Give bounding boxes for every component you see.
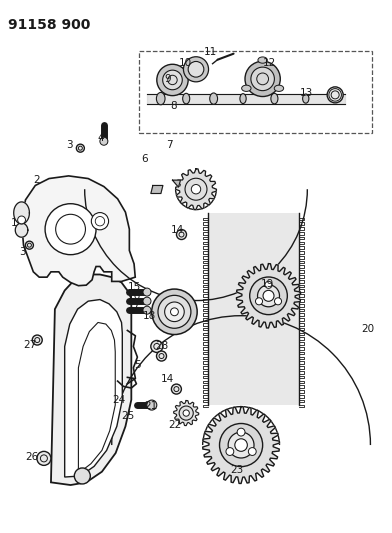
Text: 6: 6 [141,154,147,164]
Text: 1: 1 [11,218,17,228]
Circle shape [157,64,188,95]
Text: 11: 11 [204,47,218,57]
Circle shape [245,61,280,96]
Polygon shape [174,400,199,426]
Ellipse shape [241,85,251,92]
Circle shape [226,448,234,455]
Circle shape [179,406,193,420]
Text: 28: 28 [155,342,168,351]
Circle shape [249,448,256,455]
Text: 25: 25 [121,411,134,421]
Polygon shape [236,264,301,328]
Text: 27: 27 [23,341,36,350]
Text: 24: 24 [112,395,125,405]
Text: 20: 20 [361,325,374,334]
Circle shape [265,281,272,288]
Circle shape [18,216,25,224]
Circle shape [165,302,184,321]
Text: 18: 18 [143,311,156,320]
Circle shape [235,439,247,451]
Circle shape [183,56,209,82]
Text: 22: 22 [168,421,181,430]
Text: 2: 2 [33,175,39,185]
Polygon shape [14,202,29,224]
Ellipse shape [303,94,309,103]
Circle shape [45,204,96,255]
Text: 8: 8 [170,101,176,110]
Circle shape [228,432,254,458]
Circle shape [76,144,84,152]
Text: 10: 10 [178,58,192,68]
Text: 5: 5 [135,360,141,370]
Polygon shape [151,185,163,193]
Circle shape [143,306,151,314]
Text: 21: 21 [144,401,158,411]
Circle shape [183,410,189,416]
Polygon shape [208,213,299,405]
Circle shape [258,285,279,307]
Ellipse shape [183,93,190,104]
Bar [139,51,372,133]
Circle shape [163,70,182,90]
Text: 23: 23 [230,465,244,475]
Text: 19: 19 [261,279,274,288]
Circle shape [237,428,245,436]
Text: 14: 14 [161,375,174,384]
Polygon shape [22,176,135,286]
Text: 14: 14 [171,225,184,235]
Ellipse shape [274,85,284,92]
Polygon shape [176,169,216,209]
Ellipse shape [240,94,246,103]
Text: 7: 7 [166,140,172,150]
Circle shape [156,351,167,361]
Circle shape [274,298,281,305]
Circle shape [151,341,163,352]
Circle shape [25,241,33,249]
Circle shape [191,184,201,194]
Polygon shape [203,407,279,483]
Circle shape [188,61,204,77]
Text: 91158 900: 91158 900 [8,18,91,32]
Circle shape [171,384,181,394]
Circle shape [171,308,178,316]
Circle shape [251,67,274,91]
Polygon shape [172,180,180,187]
Text: 17: 17 [127,300,141,310]
Text: 12: 12 [263,58,276,68]
Text: 15: 15 [127,282,141,292]
Circle shape [158,295,191,328]
Text: 9: 9 [165,74,171,84]
Circle shape [147,400,157,410]
Circle shape [74,468,90,484]
Ellipse shape [271,93,278,104]
Text: 16: 16 [127,291,141,301]
Circle shape [143,288,151,296]
Text: 3: 3 [67,140,73,150]
Ellipse shape [258,57,267,63]
Polygon shape [51,274,131,485]
Circle shape [327,87,343,103]
Polygon shape [65,300,122,477]
Ellipse shape [156,92,165,105]
Polygon shape [15,223,28,237]
Circle shape [91,213,109,230]
Text: 4: 4 [98,133,104,142]
Circle shape [220,424,263,466]
Circle shape [37,451,51,465]
Circle shape [152,289,197,335]
Text: 26: 26 [25,453,39,462]
Circle shape [100,137,108,146]
Circle shape [185,178,207,200]
Circle shape [143,297,151,305]
Ellipse shape [210,93,218,104]
Circle shape [256,298,263,305]
Circle shape [176,230,187,239]
Text: 13: 13 [300,88,313,98]
Circle shape [32,335,42,345]
Circle shape [250,277,287,314]
Circle shape [263,290,274,301]
Text: 3: 3 [20,247,26,256]
